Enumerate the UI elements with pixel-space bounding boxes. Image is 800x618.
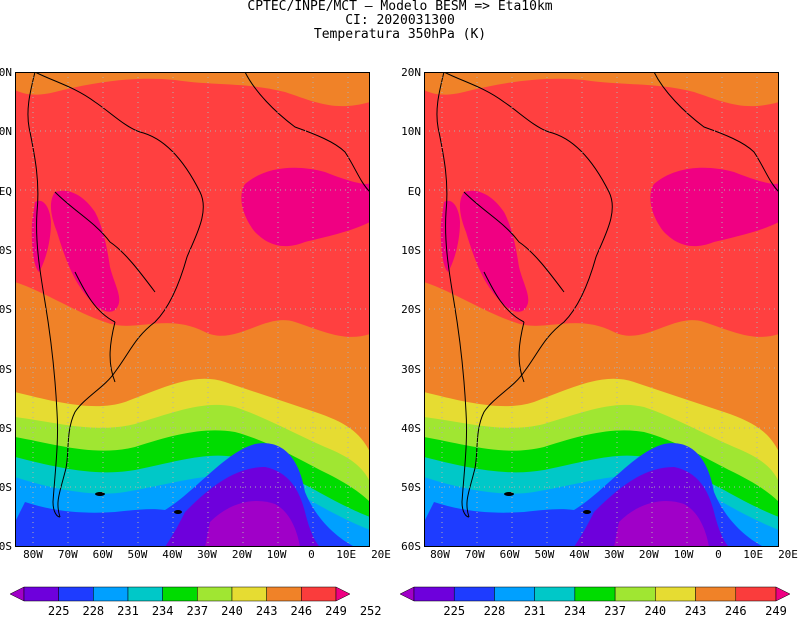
colorbar-left-label-9: 252 (359, 604, 382, 618)
lon-label-right-8: 0 (715, 548, 722, 561)
lon-label-left-7: 10W (266, 548, 287, 561)
lon-label-left-2: 60W (92, 548, 113, 561)
colorbar-right-label-8: 249 (765, 604, 787, 618)
colorbar-left-label-0: 225 (47, 604, 70, 618)
colorbar-right-swatch-10 (775, 586, 790, 602)
lon-label-right-1: 70W (464, 548, 485, 561)
lat-label-right-0: 20N (401, 66, 421, 79)
lat-label-right-3: 10S (401, 243, 421, 257)
lon-label-right-7: 10W (673, 548, 694, 561)
colorbar-left-swatch-8 (266, 586, 302, 602)
colorbar-right-swatch-2 (453, 586, 495, 602)
colorbar-right-label-7: 246 (724, 604, 747, 618)
colorbar-right-label-6: 243 (684, 604, 707, 618)
colorbar-right-swatch-3 (494, 586, 535, 602)
colorbar-left-label-8: 249 (325, 604, 347, 618)
lat-label-left-6: 40S (0, 421, 12, 435)
lat-label-left-1: 10N (0, 125, 12, 139)
lat-label-right-5: 30S (401, 362, 421, 376)
lat-label-left-5: 30S (0, 362, 12, 376)
lat-label-left-0: 20N (0, 66, 12, 79)
lon-label-left-1: 70W (57, 548, 78, 561)
colorbar-right-swatch-5 (574, 586, 616, 602)
colorbar-left-swatch-2 (58, 586, 94, 602)
map-panel-left (15, 72, 370, 547)
colorbar-left-label-3: 234 (151, 604, 174, 618)
colorbar-left-label-1: 228 (82, 604, 105, 618)
lat-label-left-4: 20S (0, 303, 12, 317)
lon-label-left-8: 0 (308, 548, 315, 561)
colorbar-left (10, 586, 350, 602)
lon-label-left-9: 10E (336, 548, 357, 561)
colorbar-left-swatch-3 (93, 586, 129, 602)
colorbar-right-swatch-7 (655, 586, 696, 602)
colorbar-left-swatch-6 (197, 586, 233, 602)
lon-label-left-5: 30W (197, 548, 217, 561)
colorbar-right-label-0: 225 (443, 604, 466, 618)
lon-label-left-3: 50W (127, 548, 148, 561)
lon-label-right-10: 20E (778, 548, 798, 561)
lat-label-right-4: 20S (401, 303, 421, 317)
colorbar-left-swatch-0 (10, 586, 25, 602)
colorbar-right-swatch-4 (534, 586, 576, 602)
colorbar-right-label-4: 237 (604, 604, 626, 618)
colorbar-right (400, 586, 790, 602)
colorbar-right-swatch-0 (400, 586, 415, 602)
map-title-line2: CI: 2020031300 (345, 13, 455, 28)
lon-label-right-5: 30W (604, 548, 624, 561)
lat-label-right-2: EQ (407, 184, 421, 198)
colorbar-left-label-2: 231 (117, 604, 139, 618)
colorbar-left-swatch-9 (301, 586, 337, 602)
lon-label-left-10: 20E (371, 548, 391, 561)
lat-label-left-3: 10S (0, 243, 12, 257)
lon-label-right-2: 60W (499, 548, 520, 561)
lon-label-left-4: 40W (162, 548, 183, 561)
lat-label-right-8: 60S (401, 540, 421, 554)
lon-label-left-6: 20W (231, 548, 252, 561)
colorbar-left-swatch-7 (231, 586, 267, 602)
map-panel-right (424, 72, 779, 547)
lon-label-right-3: 50W (534, 548, 555, 561)
colorbar-right-label-5: 240 (644, 604, 667, 618)
lat-label-right-6: 40S (401, 421, 421, 435)
colorbar-right-label-3: 234 (564, 604, 586, 618)
lon-label-right-6: 20W (638, 548, 659, 561)
lon-label-right-4: 40W (569, 548, 590, 561)
colorbar-left-swatch-5 (162, 586, 198, 602)
colorbar-left-swatch-1 (23, 586, 59, 602)
lon-label-right-0: 80W (430, 548, 450, 561)
colorbar-right-swatch-9 (735, 586, 777, 602)
lon-label-right-9: 10E (743, 548, 764, 561)
colorbar-right-swatch-6 (614, 586, 656, 602)
map-title-line3: Temperatura 350hPa (K) (313, 27, 487, 42)
lat-label-left-8: 60S (0, 540, 12, 554)
lat-label-right-1: 10N (401, 125, 421, 139)
colorbar-left-label-5: 240 (221, 604, 243, 618)
colorbar-left-swatch-4 (127, 586, 163, 602)
colorbar-right-swatch-1 (413, 586, 455, 602)
colorbar-left-swatch-10 (335, 586, 350, 602)
map-title-line1: CPTEC/INPE/MCT – Modelo BESM => Eta10km (247, 0, 553, 14)
colorbar-right-label-2: 231 (523, 604, 546, 618)
lat-label-left-2: EQ (0, 184, 12, 198)
lon-label-left-0: 80W (23, 548, 43, 561)
colorbar-left-label-6: 243 (255, 604, 278, 618)
colorbar-right-label-1: 228 (483, 604, 506, 618)
colorbar-left-label-4: 237 (186, 604, 209, 618)
lat-label-right-7: 50S (401, 481, 421, 495)
colorbar-left-label-7: 246 (290, 604, 313, 618)
colorbar-right-swatch-8 (695, 586, 737, 602)
lat-label-left-7: 50S (0, 481, 12, 495)
